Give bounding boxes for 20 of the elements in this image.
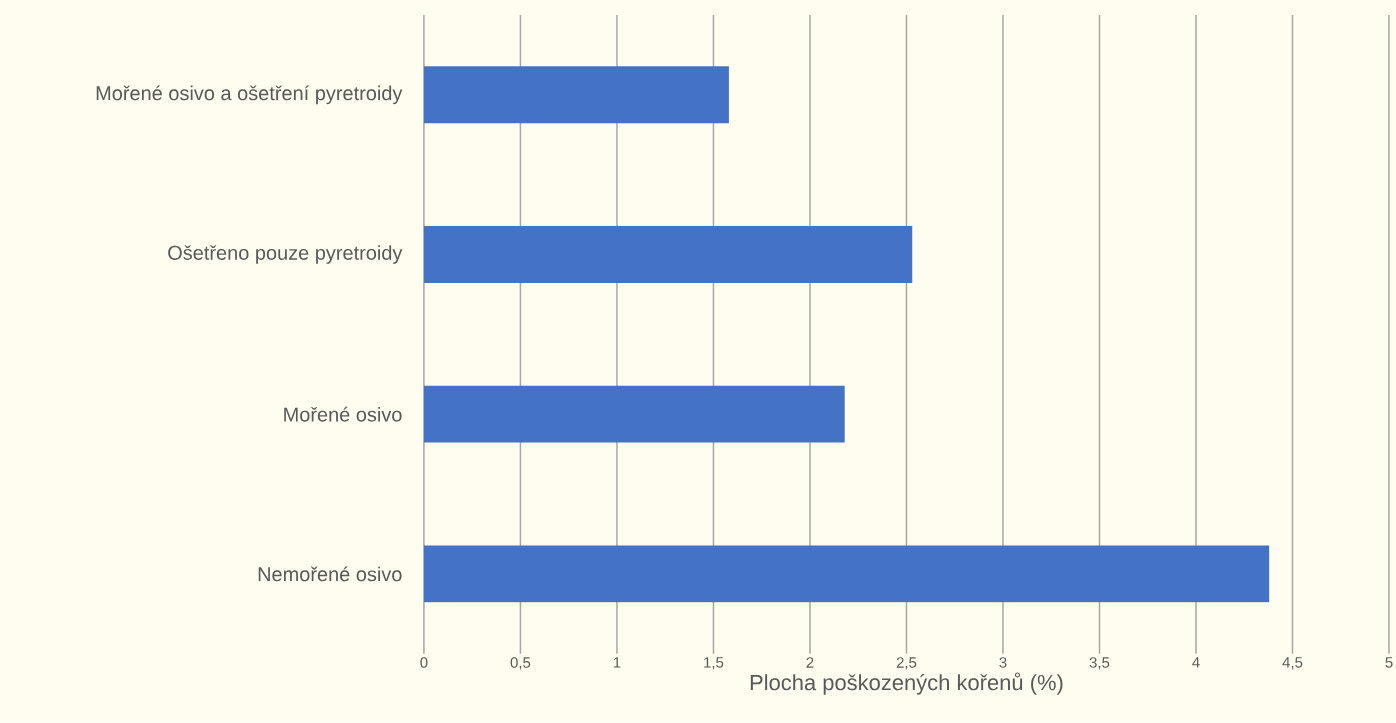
bar (423, 385, 845, 443)
x-tick-label: 3 (999, 657, 1007, 669)
y-tick-label: Mořené osivo a ošetření pyretroidy (96, 85, 403, 105)
x-tick-label: 1 (613, 657, 621, 668)
x-tick-label: 4 (1192, 657, 1200, 668)
x-tick-label: 0 (420, 657, 428, 669)
bar (423, 66, 729, 124)
x-axis-title: Plocha poškozených kořenů (%) (750, 672, 1063, 695)
x-tick-label: 2 (806, 657, 814, 668)
x-tick-label: 2,5 (896, 657, 917, 670)
bar (423, 226, 913, 284)
x-tick-label: 5 (1385, 657, 1393, 668)
y-tick-label: Ošetřeno pouze pyretroidy (168, 245, 403, 265)
x-tick-label: 3,5 (1089, 657, 1110, 670)
y-tick-label: Mořené osivo (284, 406, 402, 422)
bar (423, 545, 1270, 603)
x-tick-label: 0,5 (510, 657, 531, 670)
x-tick-label: 4,5 (1282, 657, 1303, 670)
x-tick-label: 1,5 (704, 657, 724, 670)
y-tick-label: Nemořené osivo (258, 566, 402, 582)
